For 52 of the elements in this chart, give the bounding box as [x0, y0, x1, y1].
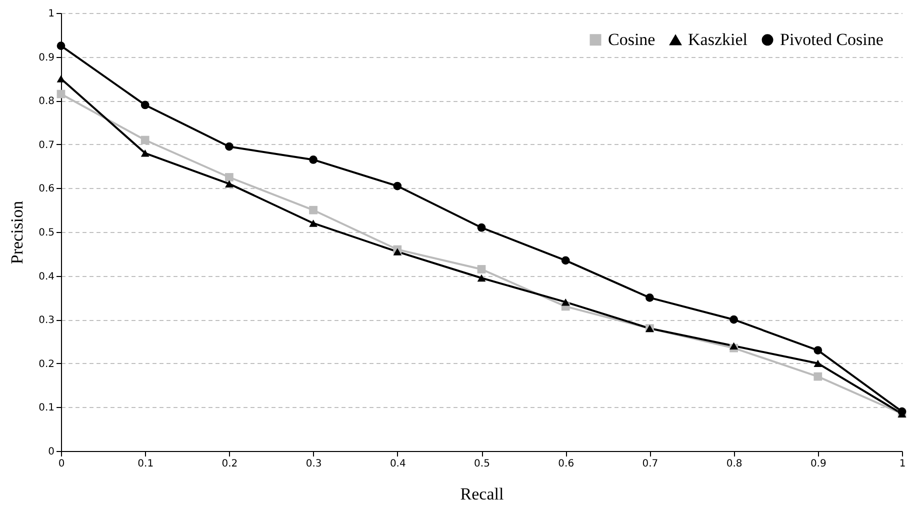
x-tick-label: 0.3 — [306, 458, 322, 470]
y-tick-label: 0.3 — [38, 315, 54, 326]
point — [898, 407, 906, 416]
x-tick-label: 0.5 — [474, 458, 490, 470]
point — [56, 90, 66, 98]
point — [56, 42, 66, 50]
point — [140, 100, 150, 110]
point — [140, 136, 150, 144]
point — [393, 182, 402, 190]
y-tick-label: 0.7 — [38, 140, 54, 151]
legend-label: Kaszkiel — [688, 30, 748, 50]
point — [814, 360, 822, 368]
y-tick-label: 0.2 — [38, 358, 54, 370]
point — [225, 142, 234, 151]
x-tick-label: 0.6 — [558, 458, 574, 470]
x-tick-label: 0.4 — [390, 458, 406, 470]
point — [225, 173, 234, 182]
x-tick-label: 0.7 — [642, 458, 658, 470]
y-tick-label: 0.4 — [38, 271, 54, 282]
y-tick-label: 0.8 — [38, 96, 54, 108]
point — [309, 220, 318, 227]
point — [561, 298, 570, 306]
y-tick-label: 0.1 — [38, 402, 54, 414]
x-tick-label: 0.8 — [726, 458, 742, 470]
point — [225, 180, 234, 188]
point — [561, 256, 570, 265]
point — [393, 248, 402, 256]
point — [477, 274, 486, 282]
point — [309, 206, 318, 214]
point — [646, 294, 654, 302]
point — [309, 156, 318, 164]
x-tick-label: 0.1 — [138, 458, 154, 470]
y-tick-label: 0 — [48, 446, 54, 458]
point — [730, 342, 738, 350]
x-tick-label: 1 — [899, 458, 906, 470]
point — [477, 223, 486, 232]
point — [814, 372, 822, 381]
x-tick-label: 0 — [58, 458, 65, 470]
y-tick-label: 1 — [48, 8, 54, 20]
point — [730, 315, 738, 324]
y-tick-label: 0.5 — [38, 228, 54, 238]
point — [140, 150, 150, 157]
legend-label: Pivoted Cosine — [780, 30, 884, 49]
x-tick-label: 0.2 — [222, 458, 238, 470]
legend-label: Cosine — [608, 30, 656, 49]
y-tick-label: 0.6 — [38, 184, 54, 195]
x-tick-label: 0.9 — [810, 458, 826, 470]
y-axis-title: Precision — [8, 200, 27, 264]
point — [477, 265, 486, 274]
x-axis-title: Recall — [460, 484, 504, 504]
point — [814, 346, 822, 354]
y-tick-label: 0.9 — [38, 52, 54, 64]
